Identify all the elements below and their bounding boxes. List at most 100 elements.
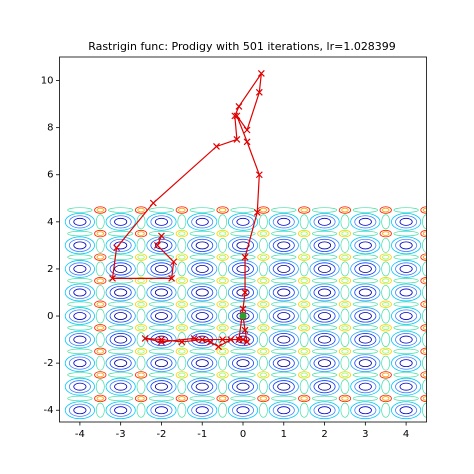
plot-area: -4 -3 -2 -1 0 1 2 3 4 -4 -2 0 2 4 6 8 10	[41, 56, 427, 440]
contour-line	[258, 261, 268, 277]
path-marker	[158, 232, 165, 240]
contour-line	[382, 349, 390, 354]
contour-line	[148, 348, 175, 355]
contour-line	[272, 309, 295, 323]
path-marker	[158, 336, 165, 344]
contour-line	[352, 325, 378, 331]
contour-line	[114, 335, 128, 344]
contour-line	[379, 229, 392, 238]
contour-line	[340, 379, 350, 395]
contour-line	[189, 301, 215, 307]
contour-plot	[59, 206, 427, 422]
contour-line	[195, 288, 209, 297]
contour-line	[195, 312, 209, 320]
contour-line	[299, 402, 309, 418]
contour-line	[94, 229, 107, 238]
contour-line	[105, 260, 136, 278]
contour-line	[393, 325, 419, 331]
contour-line	[258, 285, 268, 300]
contour-line	[338, 253, 352, 261]
contour-line	[148, 325, 175, 331]
contour-line	[136, 237, 146, 253]
path-marker	[178, 338, 186, 346]
contour-line	[399, 406, 413, 415]
y-tick-label: -4	[44, 405, 54, 416]
contour-line	[358, 288, 372, 297]
contour-line	[340, 402, 350, 418]
contour-line	[189, 207, 215, 213]
contour-line	[94, 206, 107, 214]
contour-line	[395, 380, 418, 394]
contour-line	[195, 406, 209, 415]
contour-line	[338, 347, 352, 356]
contour-line	[150, 285, 173, 300]
contour-line	[313, 403, 336, 417]
contour-line	[137, 372, 145, 378]
contour-line	[257, 394, 270, 403]
contour-line	[272, 333, 295, 347]
x-tick-label: -3	[116, 429, 126, 440]
path-marker	[153, 241, 161, 249]
contour-line	[187, 283, 218, 302]
contour-line	[175, 206, 188, 214]
contour-line	[395, 262, 418, 276]
contour-line	[175, 347, 188, 356]
contour-line	[96, 278, 104, 283]
contour-line	[338, 371, 352, 379]
contour-line	[109, 285, 132, 300]
contour-line	[175, 300, 188, 308]
contour-line	[64, 236, 95, 255]
contour-line	[191, 356, 214, 370]
contour-line	[350, 354, 381, 373]
y-tick-label: 8	[47, 123, 53, 134]
contour-line	[350, 283, 381, 302]
contour-line	[300, 207, 308, 213]
contour-line	[227, 260, 259, 278]
contour-line	[277, 241, 291, 250]
contour-line	[67, 301, 93, 307]
contour-line	[271, 372, 297, 378]
contour-line	[67, 395, 93, 402]
contour-line	[236, 241, 250, 250]
contour-line	[96, 372, 104, 378]
contour-line	[393, 254, 419, 260]
contour-line	[96, 254, 104, 260]
contour-line	[313, 380, 336, 394]
contour-line	[271, 395, 297, 402]
contour-line	[354, 309, 377, 323]
contour-line	[258, 379, 268, 395]
contour-line	[134, 347, 148, 356]
path-marker	[241, 289, 249, 296]
contour-line	[231, 285, 255, 300]
contour-line	[391, 236, 422, 255]
contour-line	[95, 379, 105, 395]
contour-line	[134, 300, 148, 308]
contour-line	[134, 324, 148, 332]
contour-line	[137, 254, 145, 260]
contour-line	[146, 307, 177, 325]
contour-line	[381, 214, 391, 230]
path-marker	[213, 143, 220, 150]
contour-line	[146, 212, 177, 231]
contour-line	[95, 237, 105, 253]
contour-line	[341, 254, 349, 260]
contour-line	[218, 396, 227, 401]
contour-line	[109, 403, 132, 417]
contour-line	[358, 265, 372, 273]
contour-line	[94, 347, 107, 356]
contour-line	[189, 254, 215, 260]
contour-line	[64, 330, 95, 349]
contour-line	[227, 401, 259, 420]
contour-line	[381, 332, 391, 347]
contour-line	[391, 283, 422, 302]
contour-line	[94, 277, 107, 285]
contour-line	[340, 214, 350, 230]
contour-line	[257, 277, 270, 285]
contour-line	[105, 236, 136, 255]
contour-line	[108, 348, 134, 355]
contour-line	[177, 214, 187, 230]
contour-line	[195, 359, 209, 368]
contour-line	[191, 238, 214, 252]
contour-line	[73, 265, 87, 273]
contour-line	[358, 217, 372, 226]
